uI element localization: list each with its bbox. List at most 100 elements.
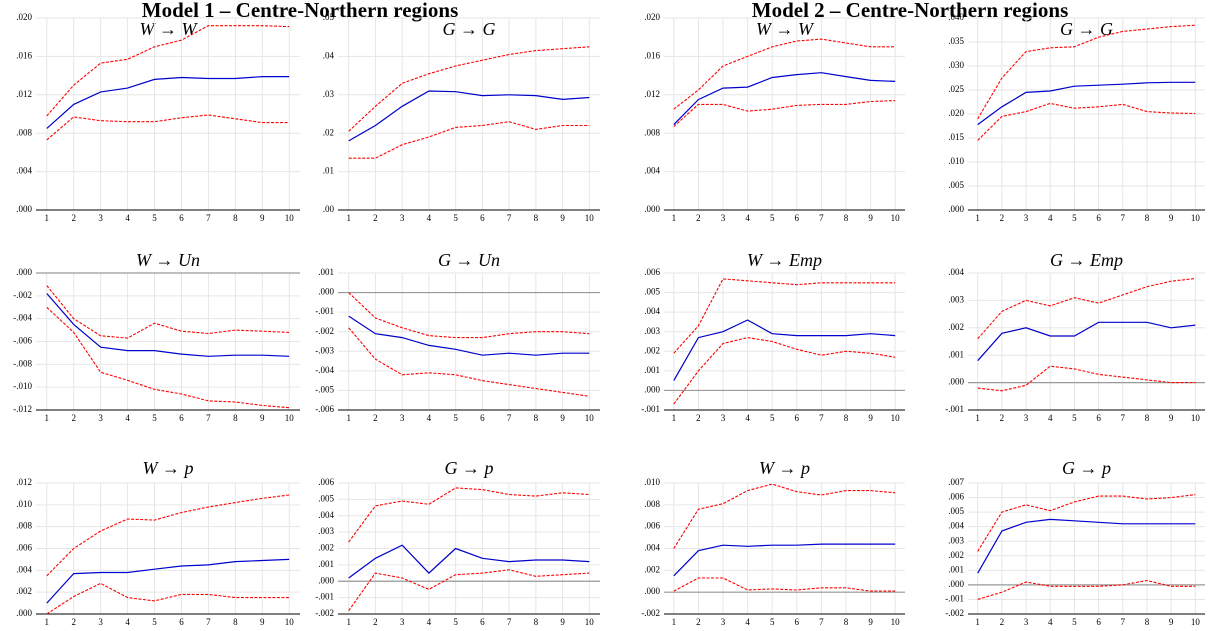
x-tick-label: 2 <box>373 413 378 423</box>
confidence-band <box>977 277 1196 340</box>
x-tick-label: 7 <box>206 413 211 423</box>
x-tick-label: 10 <box>891 617 901 627</box>
y-tick-label: .010 <box>948 156 964 166</box>
x-tick-label: 4 <box>745 213 750 223</box>
x-tick-label: 5 <box>152 413 157 423</box>
panel-title: G → G <box>443 19 496 39</box>
confidence-band <box>46 582 290 615</box>
y-tick-label: -.006 <box>13 336 32 346</box>
x-tick-label: 1 <box>975 213 980 223</box>
x-tick-label: 5 <box>1072 213 1077 223</box>
y-tick-label: -.001 <box>315 592 334 602</box>
x-tick-label: 2 <box>696 413 701 423</box>
x-tick-label: 4 <box>125 413 130 423</box>
x-tick-label: 1 <box>975 617 980 627</box>
y-tick-label: -.008 <box>13 358 32 368</box>
x-tick-label: 3 <box>1024 617 1029 627</box>
x-tick-label: 7 <box>507 213 512 223</box>
estimate-line <box>46 293 290 357</box>
y-tick-label: .016 <box>644 50 660 60</box>
y-tick-label: .035 <box>948 36 964 46</box>
x-tick-label: 4 <box>1048 213 1053 223</box>
x-tick-label: 6 <box>795 617 800 627</box>
x-tick-label: 7 <box>1121 413 1126 423</box>
x-tick-label: 8 <box>1145 213 1150 223</box>
heading: Model 2 – Centre-Northern regions <box>752 0 1069 22</box>
x-tick-label: 10 <box>1191 213 1201 223</box>
confidence-band <box>977 102 1196 141</box>
y-tick-label: -.001 <box>945 404 964 414</box>
estimate-line <box>673 72 896 126</box>
x-tick-label: 10 <box>585 213 595 223</box>
y-tick-label: .030 <box>948 60 964 70</box>
y-tick-label: .001 <box>318 559 334 569</box>
y-tick-label: .004 <box>644 306 660 316</box>
x-tick-label: 6 <box>179 617 184 627</box>
confidence-band <box>673 483 896 549</box>
confidence-band <box>673 337 896 405</box>
x-tick-label: 9 <box>260 617 265 627</box>
estimate-line <box>673 543 896 577</box>
y-tick-label: .004 <box>16 166 32 176</box>
x-tick-label: 7 <box>507 617 512 627</box>
x-tick-label: 1 <box>346 617 351 627</box>
x-tick-label: 7 <box>507 413 512 423</box>
confidence-band <box>977 494 1196 552</box>
y-tick-label: .004 <box>644 543 660 553</box>
x-tick-label: 3 <box>98 617 103 627</box>
confidence-band <box>348 292 590 339</box>
x-tick-label: 6 <box>480 413 485 423</box>
confidence-band <box>673 100 896 127</box>
x-tick-label: 8 <box>534 413 539 423</box>
y-tick-label: .003 <box>948 294 964 304</box>
x-tick-label: 9 <box>560 617 565 627</box>
y-tick-label: .000 <box>644 384 660 394</box>
x-tick-label: 5 <box>1072 413 1077 423</box>
y-tick-label: -.006 <box>315 404 334 414</box>
y-tick-label: .012 <box>644 89 660 99</box>
y-tick-label: .010 <box>16 499 32 509</box>
estimate-line <box>46 75 290 129</box>
x-tick-label: 10 <box>585 617 595 627</box>
confidence-band <box>46 285 290 339</box>
y-tick-label: .020 <box>16 12 32 22</box>
panel: G → G 1 2 3 4 5 6 7 8 9 10 .00 .01 .02 .03 .04 .05 <box>323 12 600 223</box>
x-tick-label: 3 <box>400 213 405 223</box>
heading: Model 1 – Centre-Northern regions <box>142 0 459 22</box>
x-tick-label: 5 <box>453 213 458 223</box>
confidence-band <box>977 579 1196 600</box>
y-tick-label: -.003 <box>315 345 334 355</box>
y-tick-label: .006 <box>948 492 964 502</box>
y-tick-label: .002 <box>318 543 334 553</box>
y-tick-label: .020 <box>644 12 660 22</box>
y-tick-label: .000 <box>16 267 32 277</box>
y-tick-label: .010 <box>644 477 660 487</box>
x-tick-label: 10 <box>585 413 595 423</box>
confidence-band <box>977 24 1196 120</box>
x-tick-label: 5 <box>770 413 775 423</box>
x-tick-label: 4 <box>125 213 130 223</box>
x-tick-label: 9 <box>260 213 265 223</box>
x-tick-label: 6 <box>1096 213 1101 223</box>
y-tick-label: .004 <box>948 521 964 531</box>
y-tick-label: .006 <box>318 477 334 487</box>
y-tick-label: .000 <box>16 204 32 214</box>
panel-title: G → Emp <box>1050 250 1123 270</box>
x-tick-label: 2 <box>373 617 378 627</box>
y-tick-label: -.005 <box>315 384 334 394</box>
confidence-band <box>348 487 590 543</box>
estimate-line <box>348 90 590 142</box>
y-tick-label: .03 <box>323 89 335 99</box>
y-tick-label: .001 <box>948 349 964 359</box>
panel-title: W → Emp <box>747 250 822 270</box>
y-tick-label: .000 <box>948 204 964 214</box>
y-tick-label: .008 <box>16 127 32 137</box>
x-tick-label: 6 <box>1096 617 1101 627</box>
x-tick-label: 9 <box>1169 213 1174 223</box>
y-tick-label: .006 <box>644 267 660 277</box>
x-tick-label: 8 <box>844 413 849 423</box>
panel: G → p 1 2 3 4 5 6 7 8 9 10 .006 .005 .004 .003 .002 .001… <box>315 458 600 627</box>
x-tick-label: 6 <box>480 617 485 627</box>
y-tick-label: .02 <box>323 127 334 137</box>
